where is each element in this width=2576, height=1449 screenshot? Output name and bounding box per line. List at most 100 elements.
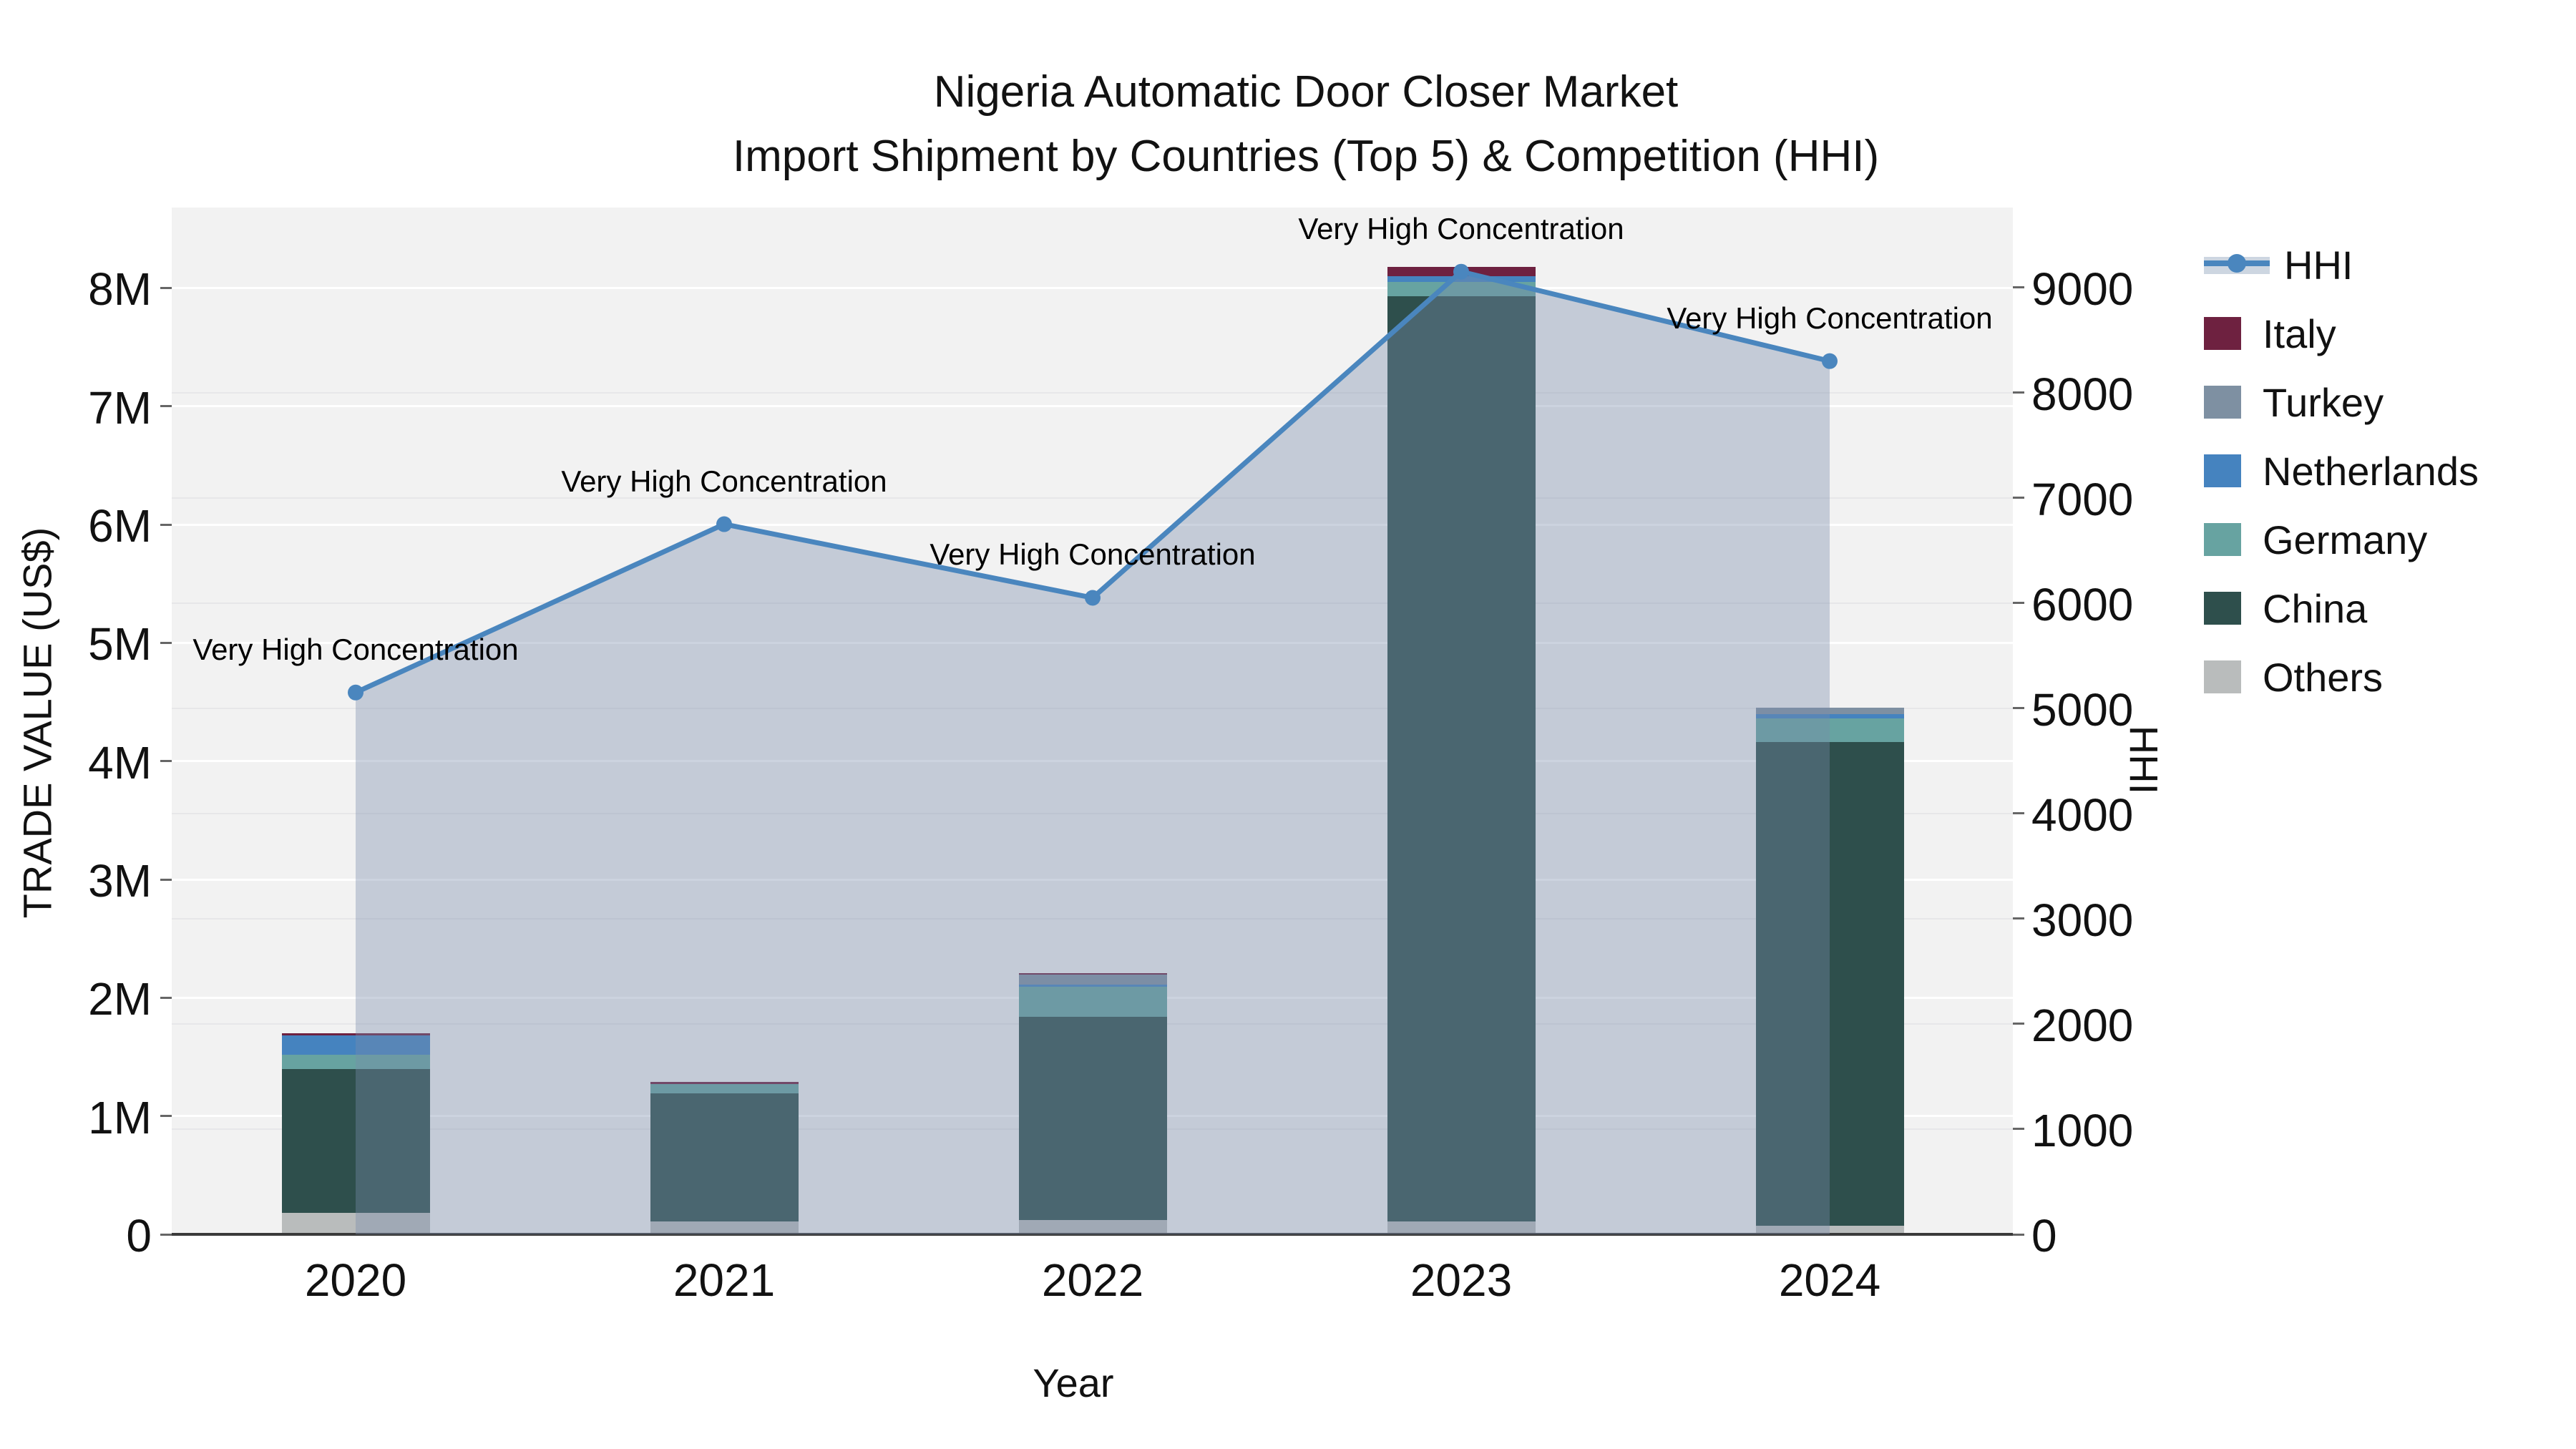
gridline-7M <box>172 405 2013 408</box>
y-tick-mark-3M <box>160 878 172 881</box>
legend-item-netherlands[interactable]: Netherlands <box>2204 436 2479 505</box>
y2-tick-mark-1000 <box>2013 1128 2024 1131</box>
bar-china-2020[interactable] <box>281 1068 430 1214</box>
legend-item-germany[interactable]: Germany <box>2204 505 2479 574</box>
gridline-hhi-6000 <box>172 602 2013 604</box>
bar-others-2024[interactable] <box>1755 1226 1904 1234</box>
bar-germany-2020[interactable] <box>281 1054 430 1069</box>
x-tick-label-2023: 2023 <box>1410 1254 1513 1306</box>
gridline-hhi-3000 <box>172 917 2013 919</box>
chart-title: Nigeria Automatic Door Closer Market Imp… <box>733 60 1879 189</box>
bar-others-2023[interactable] <box>1387 1221 1536 1234</box>
legend: HHI Italy Turkey Netherlands Germany China Oth… <box>2204 230 2479 711</box>
annotation-2021: Very High Concentration <box>561 464 887 498</box>
x-tick-label-2024: 2024 <box>1778 1254 1881 1306</box>
bar-netherlands-2022[interactable] <box>1018 985 1167 987</box>
y-tick-mark-2M <box>160 996 172 999</box>
bar-germany-2021[interactable] <box>650 1084 799 1094</box>
bar-germany-2022[interactable] <box>1018 987 1167 1017</box>
legend-swatch-turkey <box>2204 386 2241 419</box>
gridline-4M <box>172 760 2013 763</box>
legend-swatch-italy <box>2204 317 2241 350</box>
legend-label-netherlands: Netherlands <box>2263 448 2479 494</box>
y2-tick-label-6000: 6000 <box>2031 578 2134 630</box>
y-tick-label-4M: 4M <box>88 736 152 789</box>
bar-turkey-2022[interactable] <box>1018 974 1167 985</box>
legend-label-china: China <box>2263 585 2368 631</box>
y-tick-label-3M: 3M <box>88 855 152 907</box>
y2-tick-label-2000: 2000 <box>2031 999 2134 1051</box>
y2-tick-label-8000: 8000 <box>2031 368 2134 420</box>
y-tick-label-5M: 5M <box>88 618 152 670</box>
y2-tick-mark-2000 <box>2013 1023 2024 1025</box>
y-axis-title: TRADE VALUE (US$) <box>14 527 60 919</box>
bar-others-2021[interactable] <box>650 1221 799 1234</box>
bar-netherlands-2024[interactable] <box>1755 713 1904 719</box>
y-tick-label-0: 0 <box>126 1210 152 1262</box>
y2-tick-label-4000: 4000 <box>2031 789 2134 841</box>
bar-italy-2021[interactable] <box>650 1081 799 1085</box>
annotation-2022: Very High Concentration <box>930 537 1256 572</box>
annotation-2020: Very High Concentration <box>192 632 519 666</box>
annotation-2023: Very High Concentration <box>1298 211 1624 245</box>
legend-label-italy: Italy <box>2263 311 2336 356</box>
y-tick-label-6M: 6M <box>88 500 152 552</box>
legend-swatch-others <box>2204 660 2241 693</box>
y-tick-label-2M: 2M <box>88 973 152 1025</box>
legend-item-others[interactable]: Others <box>2204 643 2479 711</box>
bar-china-2021[interactable] <box>650 1093 799 1221</box>
bar-china-2023[interactable] <box>1387 296 1536 1221</box>
annotation-2024: Very High Concentration <box>1667 301 1993 335</box>
y-tick-mark-5M <box>160 641 172 644</box>
y2-tick-label-5000: 5000 <box>2031 683 2134 736</box>
gridline-hhi-5000 <box>172 707 2013 709</box>
gridline-8M <box>172 286 2013 289</box>
y2-tick-label-9000: 9000 <box>2031 263 2134 315</box>
y-tick-label-1M: 1M <box>88 1091 152 1143</box>
bar-germany-2024[interactable] <box>1755 718 1904 743</box>
legend-swatch-netherlands <box>2204 454 2241 487</box>
legend-label-germany: Germany <box>2263 517 2428 562</box>
y2-tick-mark-5000 <box>2013 707 2024 710</box>
chart-title-line2: Import Shipment by Countries (Top 5) & C… <box>732 131 1880 181</box>
hhi-line-swatch-icon <box>2204 248 2270 281</box>
chart-title-line1: Nigeria Automatic Door Closer Market <box>933 67 1679 117</box>
y2-tick-mark-7000 <box>2013 497 2024 499</box>
bar-others-2020[interactable] <box>281 1213 430 1234</box>
y-tick-mark-6M <box>160 523 172 526</box>
x-tick-label-2022: 2022 <box>1041 1254 1144 1306</box>
y-tick-label-7M: 7M <box>88 381 152 434</box>
legend-label-turkey: Turkey <box>2263 379 2384 425</box>
y2-tick-mark-4000 <box>2013 812 2024 815</box>
y2-tick-mark-3000 <box>2013 917 2024 920</box>
legend-swatch-china <box>2204 592 2241 625</box>
bar-netherlands-2023[interactable] <box>1387 275 1536 283</box>
gridline-hhi-4000 <box>172 812 2013 814</box>
y-tick-label-8M: 8M <box>88 263 152 316</box>
bar-china-2024[interactable] <box>1755 742 1904 1226</box>
y-tick-mark-7M <box>160 405 172 408</box>
bar-italy-2020[interactable] <box>281 1033 430 1036</box>
bar-germany-2023[interactable] <box>1387 282 1536 296</box>
bar-others-2022[interactable] <box>1018 1220 1167 1234</box>
y2-tick-mark-8000 <box>2013 391 2024 394</box>
bar-china-2022[interactable] <box>1018 1016 1167 1221</box>
x-tick-label-2021: 2021 <box>673 1254 776 1306</box>
legend-item-turkey[interactable]: Turkey <box>2204 368 2479 436</box>
y-tick-mark-0 <box>160 1233 172 1236</box>
bar-netherlands-2020[interactable] <box>281 1035 430 1055</box>
legend-item-china[interactable]: China <box>2204 574 2479 643</box>
legend-item-italy[interactable]: Italy <box>2204 299 2479 368</box>
legend-label-others: Others <box>2263 654 2384 700</box>
x-tick-label-2020: 2020 <box>304 1254 407 1306</box>
y-tick-mark-8M <box>160 286 172 289</box>
y-tick-mark-4M <box>160 760 172 763</box>
legend-swatch-germany <box>2204 523 2241 556</box>
x-axis-title: Year <box>1033 1360 1114 1405</box>
bar-italy-2022[interactable] <box>1018 972 1167 975</box>
bar-italy-2023[interactable] <box>1387 266 1536 276</box>
bar-turkey-2024[interactable] <box>1755 708 1904 714</box>
y2-tick-mark-6000 <box>2013 602 2024 605</box>
legend-item-hhi[interactable]: HHI <box>2204 230 2479 299</box>
